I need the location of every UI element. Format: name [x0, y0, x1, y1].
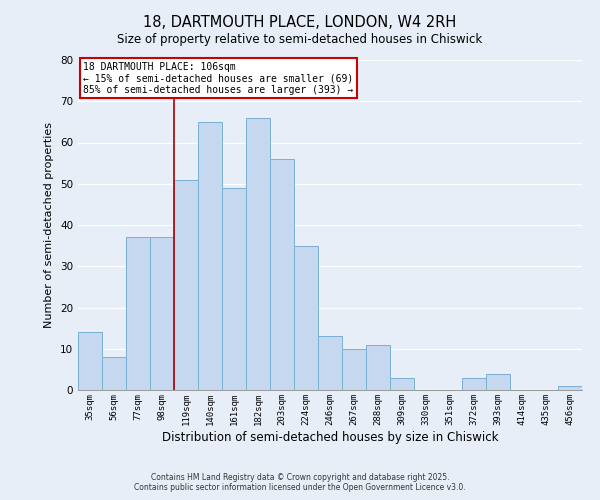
Bar [462, 378, 486, 390]
Y-axis label: Number of semi-detached properties: Number of semi-detached properties [44, 122, 55, 328]
Bar [102, 357, 126, 390]
Bar [222, 188, 246, 390]
Bar [294, 246, 318, 390]
Bar [558, 386, 582, 390]
Text: Contains HM Land Registry data © Crown copyright and database right 2025.
Contai: Contains HM Land Registry data © Crown c… [134, 473, 466, 492]
Bar [366, 344, 390, 390]
Bar [318, 336, 342, 390]
Bar [270, 159, 294, 390]
Bar [174, 180, 198, 390]
Text: 18 DARTMOUTH PLACE: 106sqm
← 15% of semi-detached houses are smaller (69)
85% of: 18 DARTMOUTH PLACE: 106sqm ← 15% of semi… [83, 62, 353, 95]
Bar [486, 374, 510, 390]
Bar [198, 122, 222, 390]
Text: 18, DARTMOUTH PLACE, LONDON, W4 2RH: 18, DARTMOUTH PLACE, LONDON, W4 2RH [143, 15, 457, 30]
Bar [246, 118, 270, 390]
Bar [78, 332, 102, 390]
Bar [342, 349, 366, 390]
X-axis label: Distribution of semi-detached houses by size in Chiswick: Distribution of semi-detached houses by … [162, 430, 498, 444]
Bar [150, 238, 174, 390]
Text: Size of property relative to semi-detached houses in Chiswick: Size of property relative to semi-detach… [118, 32, 482, 46]
Bar [126, 238, 150, 390]
Bar [390, 378, 414, 390]
